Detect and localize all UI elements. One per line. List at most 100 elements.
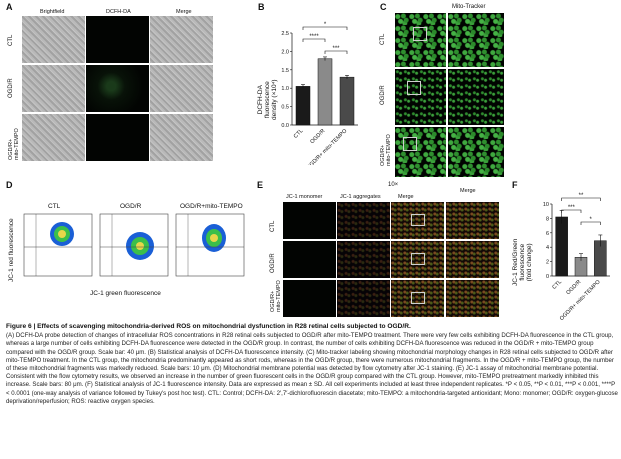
flow-ylabel: JC-1 red fluorescence [8, 218, 15, 282]
significance-bracket [580, 221, 601, 225]
flow-plot-ctl [23, 213, 93, 277]
micrograph-e-ogdr-mono [283, 241, 336, 278]
y-tick-label: 8 [546, 216, 549, 222]
micrograph-e-mito-mono [283, 280, 336, 317]
flow-group-ogdr: OGD/R [120, 203, 142, 210]
inset-box [413, 27, 427, 41]
y-tick-label: 10 [543, 202, 549, 208]
bar [339, 76, 355, 126]
inset-box [403, 137, 417, 151]
figure-caption: Figure 6 | Effects of scavenging mitocho… [6, 323, 618, 406]
panel-e-label: E [257, 180, 264, 190]
significance-label: *** [568, 205, 576, 211]
row-ctl: CTL [8, 34, 14, 46]
micrograph-e-ogdr-agg [337, 241, 390, 278]
micrograph-a-ctl-merge [150, 16, 213, 63]
row-ogdr: OGD/R [8, 78, 14, 98]
micrograph-e-mito-zoom [446, 280, 499, 317]
flow-plot-ogdr [99, 213, 169, 277]
mito-tracker-title: Mito-Tracker [452, 4, 486, 10]
e-col-merge-zoom: Merge [460, 188, 476, 194]
significance-bracket [561, 209, 582, 213]
panel-d-label: D [6, 180, 13, 190]
micrograph-a-ogdr-merge [150, 65, 213, 112]
micrograph-c-ctl [395, 13, 446, 67]
significance-label: ** [579, 193, 584, 199]
micrograph-a-mito-dcfh [86, 114, 149, 161]
micrograph-e-mito-merge [391, 280, 444, 317]
flow-group-mito: OGD/R+mito-TEMPO [180, 203, 243, 210]
y-tick-label: 6 [546, 231, 549, 237]
significance-bracket [324, 50, 348, 54]
panel-a-label: A [6, 2, 13, 12]
micrograph-c-mito [395, 127, 446, 177]
c-row-ctl: CTL [380, 33, 386, 45]
inset-box [411, 253, 425, 265]
flow-group-ctl: CTL [48, 203, 61, 210]
col-dcfh: DCFH-DA [106, 9, 131, 15]
micrograph-c-ctl-zoom [448, 13, 504, 67]
micrograph-e-ctl-agg [337, 202, 390, 239]
e-col-monomer: JC-1 monomer [286, 194, 323, 200]
micrograph-a-ctl-bf [22, 16, 85, 63]
micrograph-a-ogdr-dcfh [86, 65, 149, 112]
caption-title: Figure 6 | Effects of scavenging mitocho… [6, 323, 411, 330]
col-brightfield: Brightfield [40, 9, 65, 15]
category-label: OGD/R [309, 128, 326, 145]
micrograph-a-mito-bf [22, 114, 85, 161]
micrograph-c-mito-zoom [448, 127, 504, 177]
micrograph-a-mito-merge [150, 114, 213, 161]
e-row-ctl: CTL [270, 220, 276, 232]
e-col-merge: Merge [398, 194, 414, 200]
y-tick-label: 2 [546, 260, 549, 266]
y-tick-label: 2.0 [281, 49, 289, 55]
category-label: CTL [293, 128, 305, 140]
y-tick-label: 0.5 [281, 105, 289, 111]
y-tick-label: 0.0 [281, 123, 289, 129]
micrograph-a-ctl-dcfh [86, 16, 149, 63]
y-tick-label: 2.5 [281, 31, 289, 37]
y-tick-label: 1.5 [281, 68, 289, 74]
bar [295, 86, 311, 126]
micrograph-e-ogdr-zoom [446, 241, 499, 278]
caption-body: (A) DCFH-DA probe detection of changes o… [6, 332, 618, 405]
micrograph-e-mito-agg [337, 280, 390, 317]
micrograph-e-ctl-mono [283, 202, 336, 239]
flow-xlabel: JC-1 green fluorescence [90, 290, 161, 297]
y-tick-label: 1.0 [281, 86, 289, 92]
significance-bracket [561, 197, 601, 201]
significance-label: *** [332, 46, 340, 52]
significance-bracket [302, 38, 326, 42]
micrograph-c-ogdr [395, 69, 446, 125]
significance-label: * [589, 217, 592, 223]
bar [555, 216, 568, 277]
micrograph-e-ogdr-merge [391, 241, 444, 278]
micrograph-c-ogdr-zoom [448, 69, 504, 125]
bar [317, 58, 333, 126]
inset-box [407, 81, 421, 95]
micrograph-a-ogdr-bf [22, 65, 85, 112]
y-tick-label: 0 [546, 274, 549, 280]
panel-c-label: C [380, 2, 387, 12]
flow-plots [23, 213, 245, 277]
panel-f-label: F [512, 180, 518, 190]
flow-plot-mito [175, 213, 245, 277]
category-label: OGD/R+ mito-TEMPO [306, 128, 349, 165]
e-row-ogdr: OGD/R [270, 253, 276, 273]
c-row-mito: OGD/R+ mito-TEMPO [380, 134, 392, 166]
y-tick-label: 4 [546, 245, 549, 251]
significance-bracket [302, 26, 348, 30]
magnification-label: 10× [388, 182, 399, 188]
e-col-aggregates: JC-1 aggregates [340, 194, 381, 200]
significance-label: * [324, 22, 327, 28]
category-label: OGD/R [565, 279, 582, 296]
micrograph-e-ctl-zoom [446, 202, 499, 239]
row-ogdr-mito: OGD/R+ mito-TEMPO [8, 128, 20, 160]
e-row-mito: OGD/R+ mito-TEMPO [270, 280, 282, 312]
significance-label: **** [309, 34, 319, 40]
inset-box [411, 292, 425, 304]
category-label: CTL [551, 279, 563, 291]
c-row-ogdr: OGD/R [380, 85, 386, 105]
panel-b-label: B [258, 2, 265, 12]
